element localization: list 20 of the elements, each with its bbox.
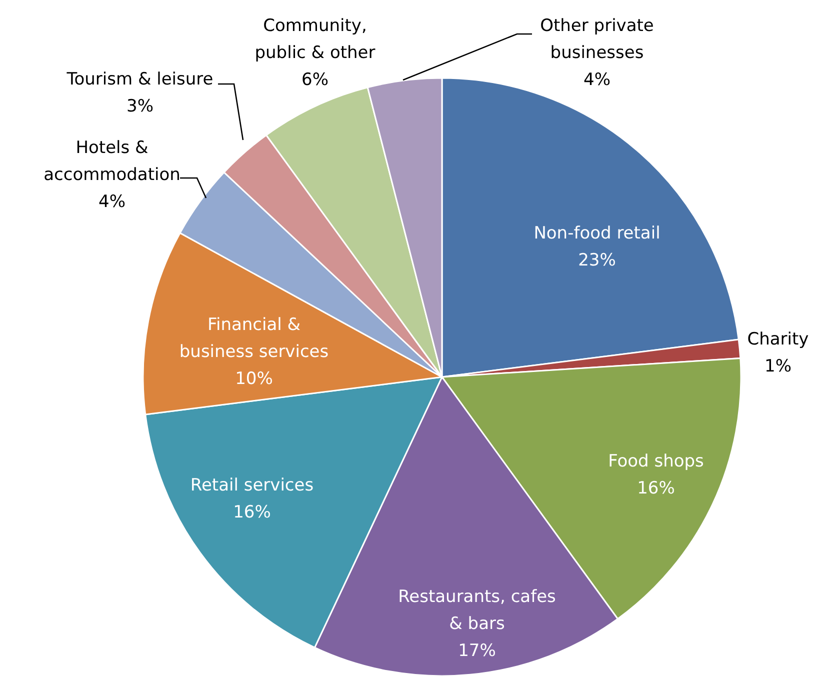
slice-label: Community, public & other [254, 16, 376, 63]
slice-label: Hotels & accommodation [44, 138, 180, 185]
slice-label: Other private businesses [540, 16, 654, 63]
data-label: 4% [584, 70, 610, 90]
slice-label: Financial & business services [179, 314, 329, 362]
data-label: 23% [578, 250, 616, 270]
slice-label: Charity [747, 329, 809, 350]
data-label: 6% [302, 70, 328, 90]
slice-label: Retail services [190, 475, 314, 496]
data-label: 4% [98, 192, 126, 212]
data-label: 3% [126, 96, 154, 116]
data-label: 10% [235, 368, 273, 389]
data-label: 1% [764, 356, 792, 376]
slice-label: Non-food retail [534, 223, 660, 244]
slice-label: Food shops [608, 451, 704, 472]
data-label: 16% [233, 502, 271, 522]
slice-label: Restaurants, cafes & bars [398, 586, 556, 634]
data-label: 17% [458, 640, 496, 661]
slice-label: Tourism & leisure [66, 69, 214, 90]
data-label: 16% [637, 478, 675, 498]
